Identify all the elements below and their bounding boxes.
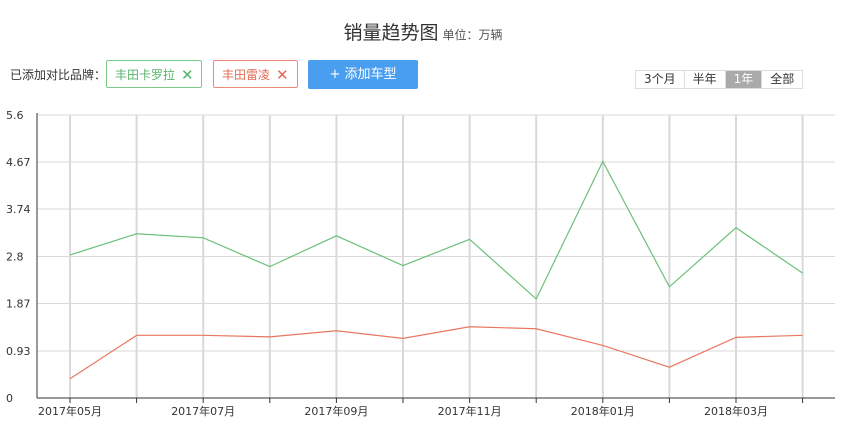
y-tick-label: 1.87 — [6, 297, 31, 310]
brand-tag-label: 丰田卡罗拉 — [115, 68, 176, 82]
time-range-selector: 3个月 半年 1年 全部 — [635, 70, 804, 89]
range-all[interactable]: 全部 — [770, 72, 795, 86]
chart-title: 销量趋势图 — [343, 22, 439, 44]
y-tick-label: 4.67 — [6, 156, 31, 169]
brand-tag-label: 丰田雷凌 — [222, 68, 271, 82]
range-half-year[interactable]: 半年 — [685, 71, 726, 88]
y-tick-label: 0.93 — [6, 345, 31, 358]
close-icon[interactable]: ✕ — [276, 66, 289, 84]
chart-header: 销量趋势图 单位：万辆 — [0, 18, 846, 45]
x-tick-label: 2018年01月 — [571, 404, 635, 418]
series-line — [69, 160, 803, 300]
y-tick-label: 5.6 — [6, 109, 24, 122]
brand-tag-corolla[interactable]: 丰田卡罗拉 ✕ — [106, 60, 202, 88]
x-tick-label: 2018年03月 — [704, 404, 768, 418]
compare-label: 已添加对比品牌： — [10, 68, 107, 82]
add-model-button[interactable]: + 添加车型 — [308, 60, 418, 89]
x-tick-label: 2017年09月 — [304, 404, 368, 418]
series-line — [69, 326, 803, 380]
brand-tag-levin[interactable]: 丰田雷凌 ✕ — [213, 60, 298, 88]
unit-label: 单位：万辆 — [442, 28, 503, 42]
x-tick-label: 2017年05月 — [38, 404, 102, 418]
y-tick-label: 0 — [6, 392, 13, 405]
y-tick-label: 2.8 — [6, 251, 24, 264]
range-3-months[interactable]: 3个月 — [636, 71, 685, 88]
close-icon[interactable]: ✕ — [181, 66, 194, 84]
x-tick-label: 2017年07月 — [171, 404, 235, 418]
y-tick-label: 3.74 — [6, 203, 31, 216]
range-1-year[interactable]: 1年 — [725, 71, 763, 88]
x-tick-label: 2017年11月 — [438, 404, 502, 418]
